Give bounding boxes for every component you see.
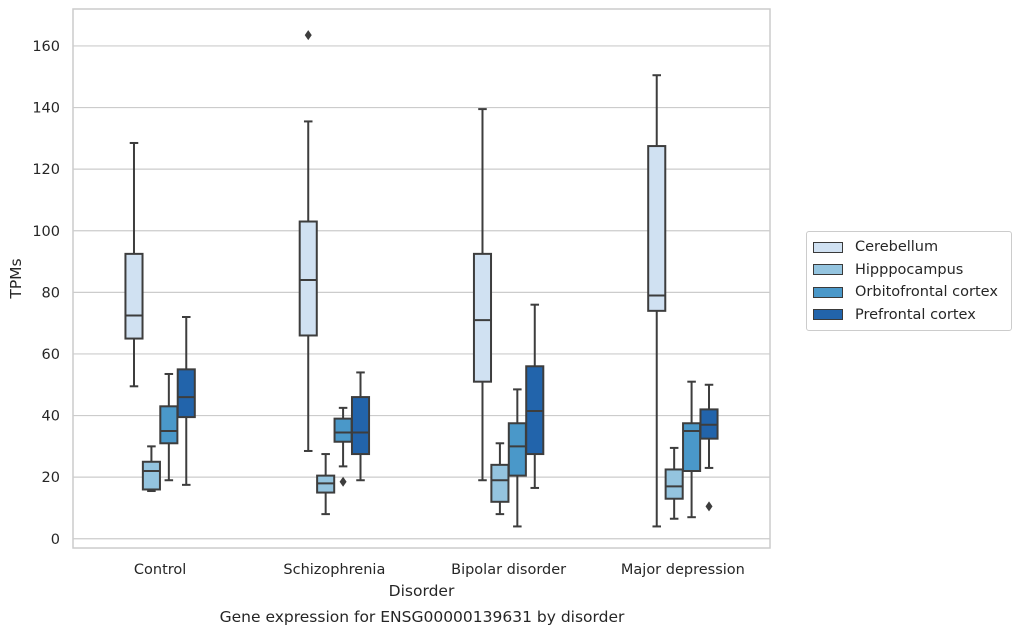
box-body [682,422,702,473]
box-2-0 [159,372,179,482]
box-1-0 [141,445,161,493]
box-body [159,405,179,445]
box-3-3 [699,383,719,512]
box-body [507,422,527,477]
box-1-2 [490,442,510,516]
x-tick-label: Bipolar disorder [451,562,566,578]
box-body [490,463,510,503]
legend-swatch-prefrontal [813,309,843,321]
y-tick-label: 40 [42,409,60,425]
box-body [333,417,353,443]
y-tick-label: 80 [42,285,60,301]
outlier-point [339,476,347,487]
y-tick-label: 60 [42,347,60,363]
y-tick-label: 20 [42,470,60,486]
y-tick-label: 100 [32,224,60,240]
legend-item-orbitofrontal: Orbitofrontal cortex [807,281,1011,304]
legend-label-orbitofrontal: Orbitofrontal cortex [855,284,998,301]
y-tick-label: 120 [32,162,60,178]
legend-swatch-cerebellum [813,241,843,253]
x-tick-label: Schizophrenia [283,562,385,578]
legend: Cerebellum Hipppocampus Orbitofrontal co… [806,231,1012,331]
box-body [124,252,144,340]
box-3-0 [176,316,196,486]
box-2-3 [682,380,702,519]
outlier-point [304,30,312,41]
box-body [647,145,667,312]
box-0-1 [298,30,318,452]
y-tick-label: 0 [51,532,60,548]
outlier-point [705,501,713,512]
box-2-2 [507,388,527,528]
x-tick-label: Control [134,562,186,578]
box-body [298,220,318,337]
legend-label-prefrontal: Prefrontal cortex [855,306,976,323]
box-0-0 [124,141,144,388]
box-2-1 [333,406,353,487]
legend-label-hippocampus: Hipppocampus [855,261,964,278]
box-0-2 [472,108,493,482]
box-3-2 [525,303,545,489]
x-axis-label: Disorder [389,582,455,600]
plot-frame [72,8,771,549]
box-body [176,368,196,419]
box-0-3 [647,74,667,528]
x-tick-label: Major depression [621,562,745,578]
box-body [472,252,493,383]
box-body [350,396,371,456]
box-3-1 [350,371,371,482]
box-1-1 [316,453,336,516]
legend-item-prefrontal: Prefrontal cortex [807,304,1011,327]
y-tick-label: 160 [32,39,60,55]
legend-swatch-hippocampus [813,264,843,276]
legend-swatch-orbitofrontal [813,286,843,298]
y-tick-label: 140 [32,101,60,117]
box-body [141,460,161,491]
box-body [664,468,684,500]
legend-item-cerebellum: Cerebellum [807,236,1011,259]
chart-caption: Gene expression for ENSG00000139631 by d… [220,608,625,626]
box-1-3 [664,446,684,520]
y-axis-label: TPMs [7,258,25,299]
legend-item-hippocampus: Hipppocampus [807,259,1011,282]
legend-label-cerebellum: Cerebellum [855,239,939,256]
